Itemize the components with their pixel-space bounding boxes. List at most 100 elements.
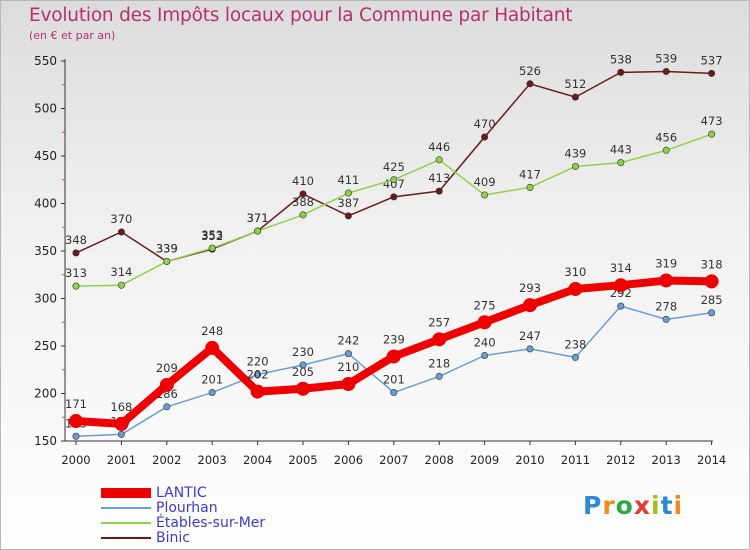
data-point-binic xyxy=(617,68,625,76)
series-binic: 348 370 339 352 371 410 387 407 413 470 526 512 538 5… xyxy=(65,51,723,265)
x-tick-label: 2011 xyxy=(561,453,590,467)
data-label-lantic: 205 xyxy=(292,365,314,379)
data-label-binic: 538 xyxy=(610,52,632,66)
x-tick-label: 2007 xyxy=(379,453,408,467)
logo-letter: t xyxy=(660,491,674,520)
data-label-lantic: 239 xyxy=(383,332,405,346)
data-point-binic xyxy=(571,93,579,101)
proxiti-logo: Proxiti xyxy=(583,491,683,520)
data-point-etables-sur-mer xyxy=(117,281,125,289)
data-label-etables-sur-mer: 411 xyxy=(337,173,359,187)
legend-label: Plourhan xyxy=(156,500,218,516)
legend-swatch xyxy=(101,507,151,509)
data-label-etables-sur-mer: 388 xyxy=(292,195,314,209)
y-tick-label: 400 xyxy=(34,197,57,211)
data-label-lantic: 293 xyxy=(519,281,541,295)
data-point-lantic xyxy=(704,274,719,289)
legend-swatch xyxy=(101,488,151,498)
data-label-binic: 413 xyxy=(428,171,450,185)
data-label-lantic: 210 xyxy=(337,360,359,374)
data-point-etables-sur-mer xyxy=(72,282,80,290)
x-tick-label: 2008 xyxy=(425,453,454,467)
data-point-etables-sur-mer xyxy=(708,130,716,138)
x-tick-label: 2000 xyxy=(61,453,90,467)
data-label-plourhan: 238 xyxy=(564,337,586,351)
data-point-etables-sur-mer xyxy=(526,183,534,191)
data-label-plourhan: 285 xyxy=(701,293,723,307)
data-label-lantic: 314 xyxy=(610,261,632,275)
x-tick-label: 2006 xyxy=(334,453,363,467)
data-point-binic xyxy=(526,80,534,88)
x-tick-label: 2012 xyxy=(606,453,635,467)
data-label-plourhan: 240 xyxy=(474,336,496,350)
logo-letter: i xyxy=(651,491,661,520)
data-point-lantic xyxy=(613,278,628,293)
data-label-etables-sur-mer: 456 xyxy=(655,130,677,144)
data-point-plourhan xyxy=(526,345,534,353)
x-tick-label: 2005 xyxy=(288,453,317,467)
data-label-etables-sur-mer: 473 xyxy=(701,114,723,128)
data-point-lantic xyxy=(159,377,174,392)
data-label-binic: 407 xyxy=(383,177,405,191)
x-tick-label: 2002 xyxy=(152,453,181,467)
data-point-lantic xyxy=(432,332,447,347)
data-point-lantic xyxy=(114,416,129,431)
logo-letter: x xyxy=(633,491,651,520)
data-point-plourhan xyxy=(481,351,489,359)
data-point-lantic xyxy=(205,340,220,355)
data-label-plourhan: 278 xyxy=(655,299,677,313)
data-label-binic: 348 xyxy=(65,233,87,247)
data-label-plourhan: 220 xyxy=(247,355,269,369)
data-label-etables-sur-mer: 446 xyxy=(428,140,450,154)
data-label-plourhan: 242 xyxy=(337,334,359,348)
data-point-plourhan xyxy=(72,432,80,440)
data-label-lantic: 168 xyxy=(110,400,132,414)
data-point-lantic xyxy=(659,273,674,288)
data-point-etables-sur-mer xyxy=(481,191,489,199)
data-point-binic xyxy=(72,249,80,257)
x-tick-label: 2004 xyxy=(243,453,272,467)
data-label-etables-sur-mer: 417 xyxy=(519,167,541,181)
data-label-plourhan: 230 xyxy=(292,345,314,359)
x-tick-label: 2003 xyxy=(198,453,227,467)
data-label-etables-sur-mer: 313 xyxy=(65,266,87,280)
data-label-binic: 410 xyxy=(292,174,314,188)
x-tick-label: 2010 xyxy=(515,453,544,467)
data-point-binic xyxy=(708,69,716,77)
y-tick-label: 450 xyxy=(34,149,57,163)
data-label-binic: 537 xyxy=(701,53,723,67)
data-point-binic xyxy=(390,193,398,201)
data-point-etables-sur-mer xyxy=(617,159,625,167)
data-point-lantic xyxy=(341,377,356,391)
data-point-plourhan xyxy=(344,350,352,358)
data-label-plourhan: 201 xyxy=(201,373,223,387)
data-point-plourhan xyxy=(254,370,262,378)
y-tick-label: 250 xyxy=(34,339,57,353)
legend-label: Étables-sur-Mer xyxy=(156,515,266,531)
data-label-lantic: 275 xyxy=(474,298,496,312)
data-point-lantic xyxy=(477,315,492,330)
data-label-binic: 539 xyxy=(655,51,677,65)
data-label-lantic: 248 xyxy=(201,324,223,338)
data-point-plourhan xyxy=(662,315,670,323)
data-label-lantic: 319 xyxy=(655,256,677,270)
data-point-etables-sur-mer xyxy=(254,227,262,235)
series-etables-sur-mer: 313 314 339 353 371 388 411 425 446 409 417 439 443 4… xyxy=(65,114,723,290)
data-point-binic xyxy=(435,187,443,195)
data-label-lantic: 171 xyxy=(65,397,87,411)
data-point-binic xyxy=(344,212,352,220)
logo-letter: P xyxy=(583,491,603,520)
data-label-binic: 470 xyxy=(474,117,496,131)
y-tick-label: 500 xyxy=(34,102,57,116)
data-label-binic: 387 xyxy=(337,196,359,210)
data-label-etables-sur-mer: 425 xyxy=(383,160,405,174)
x-tick-label: 2014 xyxy=(697,453,726,467)
legend-swatch xyxy=(101,522,151,524)
data-label-plourhan: 218 xyxy=(428,356,450,370)
data-label-binic: 526 xyxy=(519,64,541,78)
y-tick-label: 550 xyxy=(34,54,57,68)
y-tick-label: 200 xyxy=(34,387,57,401)
data-point-etables-sur-mer xyxy=(435,156,443,164)
data-point-plourhan xyxy=(299,361,307,369)
